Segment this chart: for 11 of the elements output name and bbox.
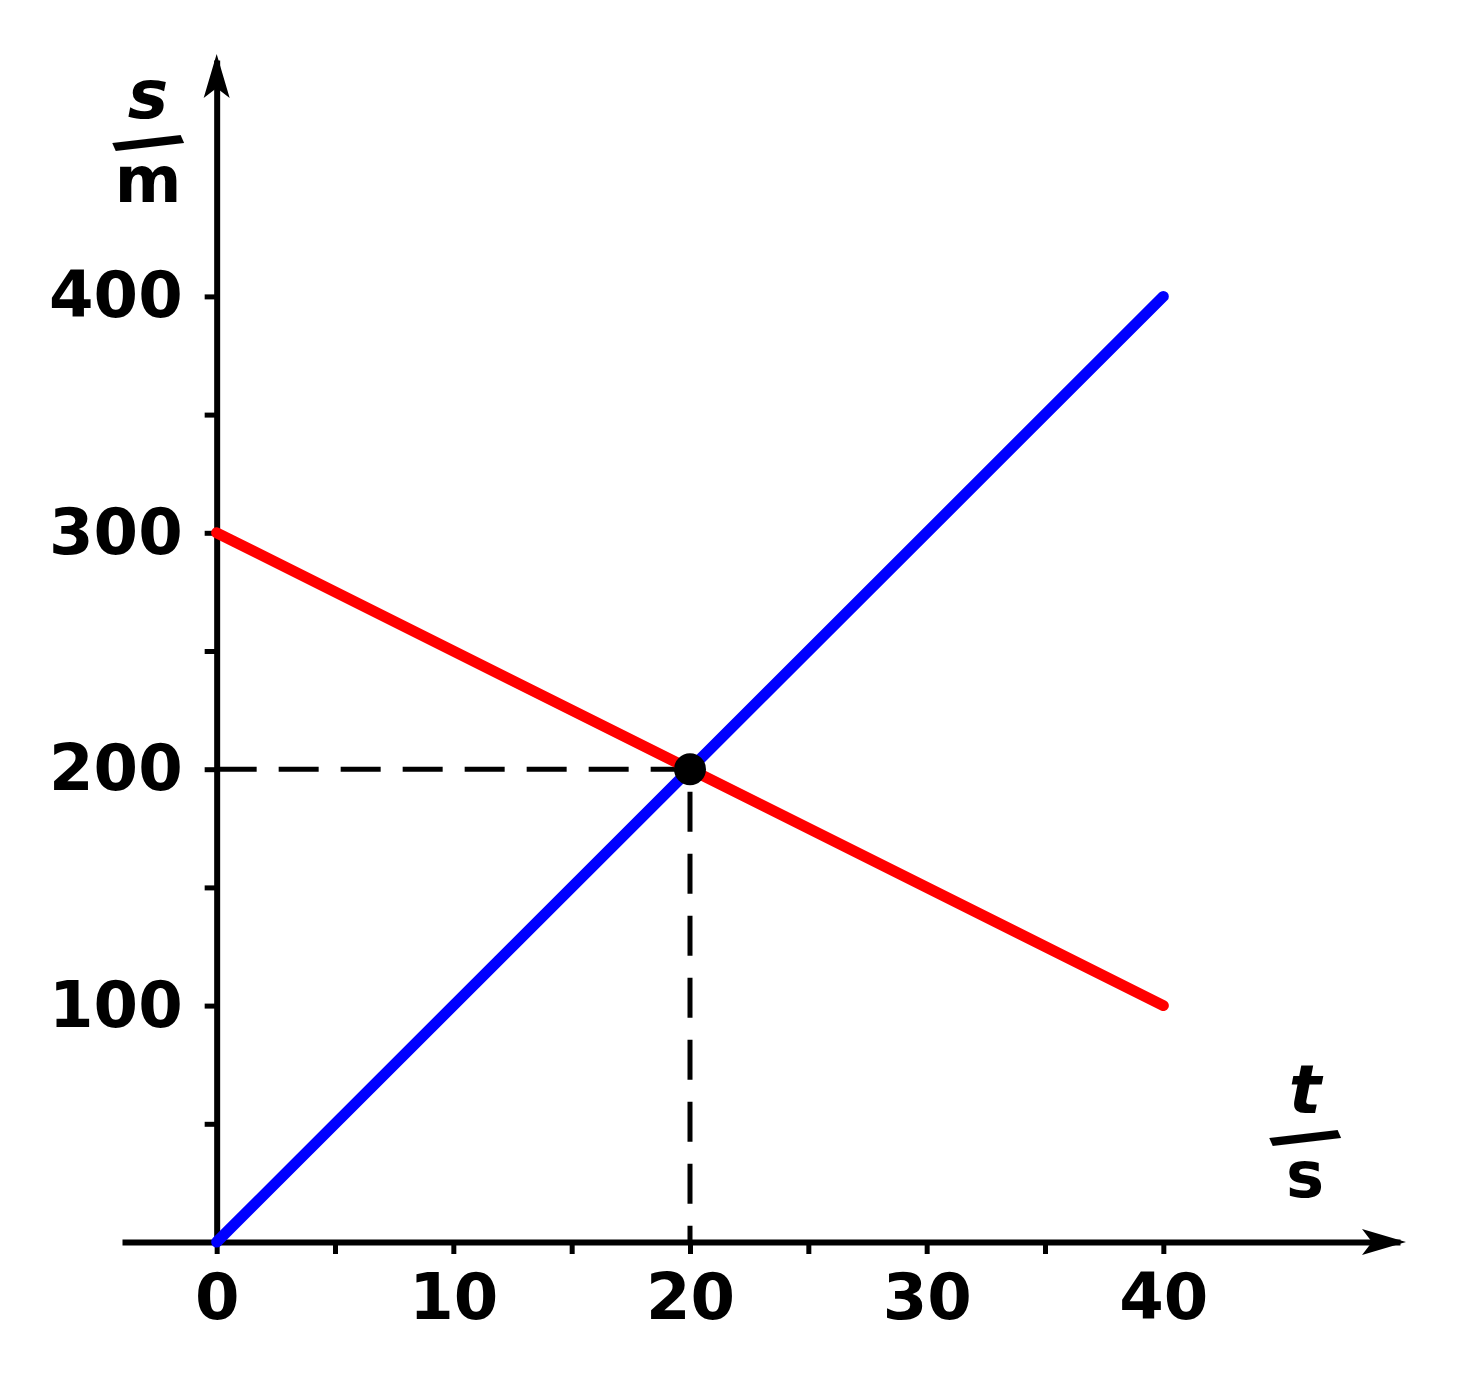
- y-tick-label: 400: [49, 258, 183, 333]
- x-tick-label: 10: [409, 1260, 499, 1335]
- y-tick-label: 200: [49, 731, 183, 806]
- x-tick-label: 0: [194, 1260, 240, 1335]
- y-tick-label: 300: [49, 494, 183, 569]
- x-tick-label: 30: [882, 1260, 972, 1335]
- y-tick-label: 100: [49, 967, 183, 1042]
- y-axis-title: s/m: [101, 55, 199, 217]
- x-tick-label: 40: [1119, 1260, 1209, 1335]
- x-axis-title: t/s: [1258, 1050, 1356, 1212]
- x-tick-label: 20: [645, 1260, 736, 1335]
